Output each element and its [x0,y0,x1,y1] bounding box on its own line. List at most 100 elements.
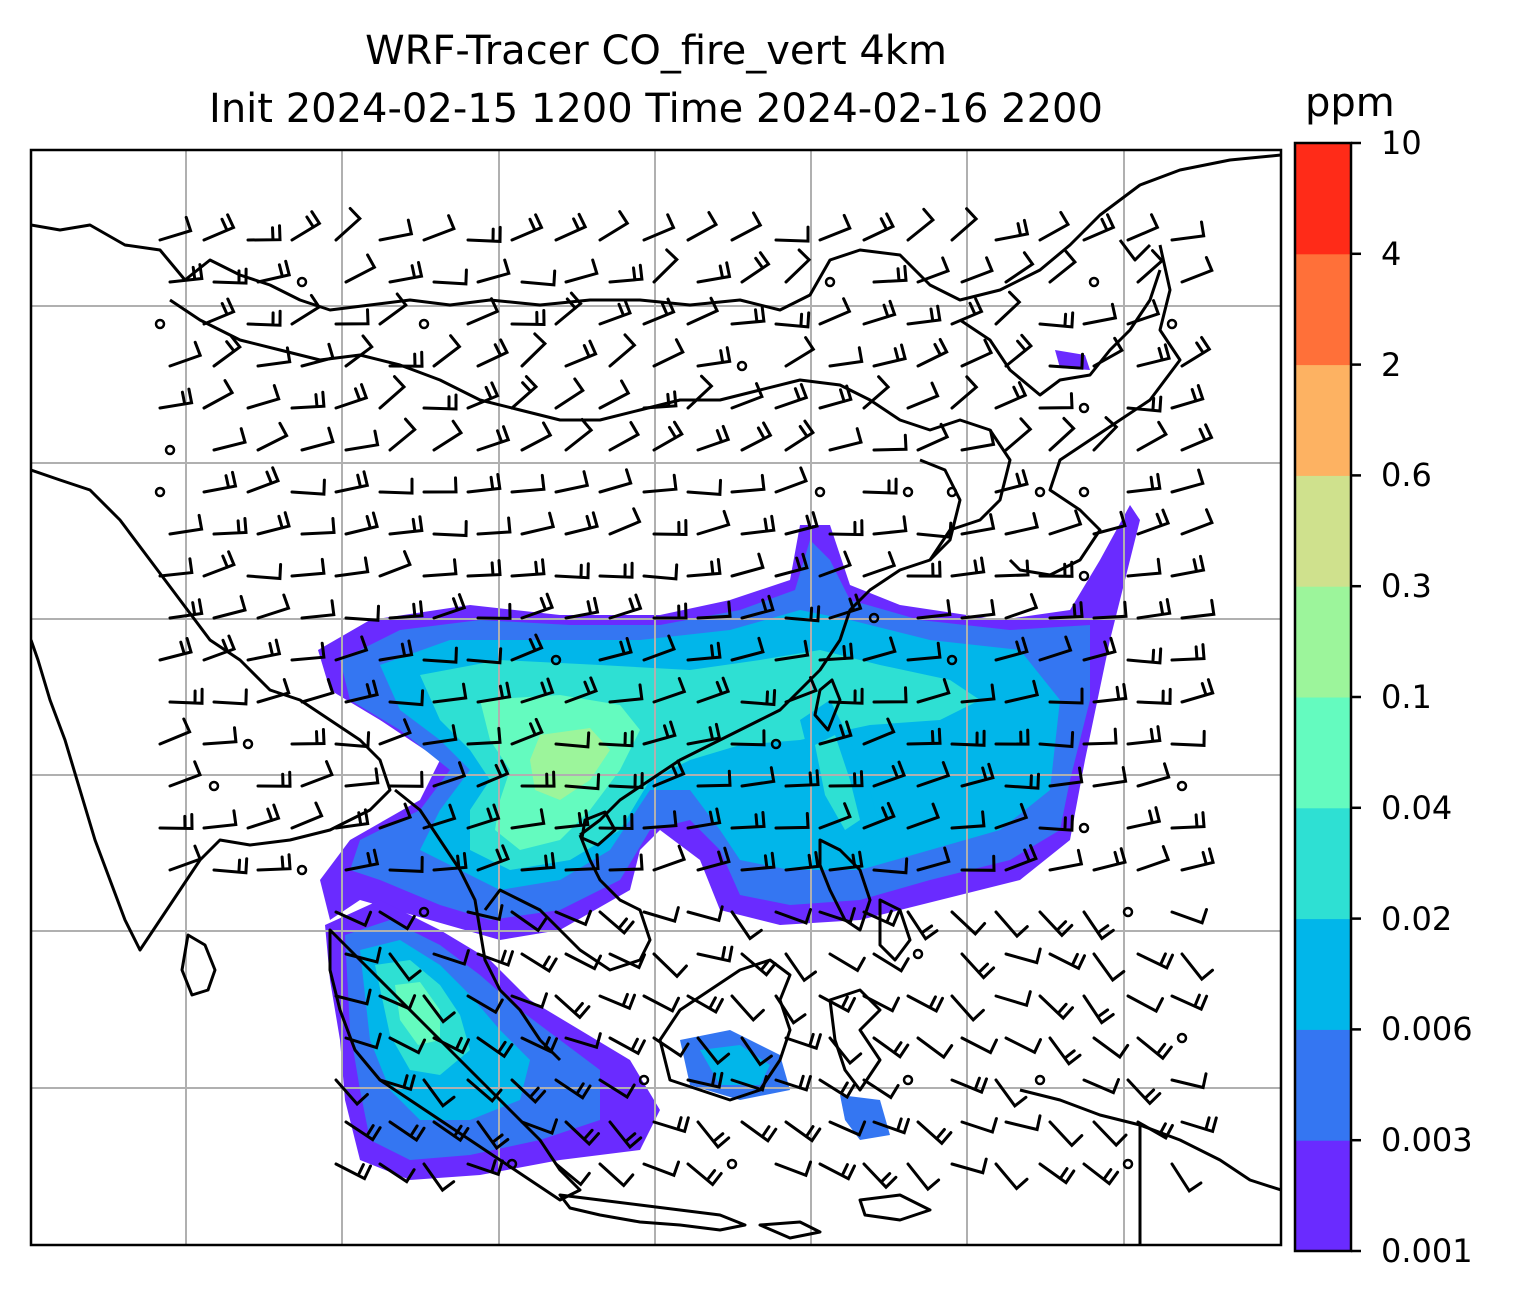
wind-barb [994,469,1029,494]
map-gridlines [31,150,1281,1245]
wind-barb [950,1076,988,1095]
wind-barb [608,333,637,368]
wind-barb [334,470,370,494]
wind-barb [256,853,292,872]
wind-barb [1048,352,1084,370]
wind-barb [334,910,373,928]
wind-barb [818,994,856,1014]
wind-barb [202,550,236,578]
wind-barb [520,269,557,287]
wind-barb [432,761,467,788]
wind-barb [476,844,510,872]
wind-barb [696,1120,731,1150]
colorbar-bin-0.02-0.04 [1295,807,1351,920]
wind-barb [598,561,634,579]
wind-barb [994,381,1028,410]
wind-barb [740,251,771,284]
coastline-java [558,1193,747,1232]
wind-barb [344,429,380,452]
coastline-india [31,468,392,952]
calm-wind-marker [946,654,958,666]
wind-barb [686,1071,724,1089]
wind-barb [432,419,464,452]
plume-level-0.1 [530,728,610,800]
wind-barb [916,846,951,872]
wind-barb [256,421,289,452]
wind-barb [828,770,864,788]
wind-barb [510,1078,547,1105]
wind-barb [334,308,370,326]
calm-wind-marker [506,1158,518,1170]
wind-barb [818,297,852,326]
wind-barb [256,259,292,284]
wind-barb [256,346,292,368]
calm-wind-marker [868,612,880,624]
calm-wind-marker [1078,570,1090,582]
wind-barb [1180,256,1214,284]
wind-barb [784,1032,822,1051]
wind-barb [466,297,500,326]
wind-barb [686,905,724,923]
colorbar-bin-2-4 [1295,253,1351,366]
wind-barbs [154,207,1218,1194]
wind-barb [652,1116,690,1134]
wind-barb [564,1032,602,1050]
colorbar-unit: ppm [1305,80,1395,126]
colorbar-bin-0.1-0.3 [1295,586,1351,698]
wind-barb [466,1078,503,1104]
calm-wind-marker [418,906,430,918]
wind-barb [828,687,864,705]
wind-barb [598,1162,635,1188]
wind-barb [862,477,898,495]
wind-barb [872,952,910,973]
wind-barb [212,427,247,452]
wind-barb [168,340,203,368]
wind-barb [466,726,502,746]
wind-barb [642,563,679,581]
colorbar-bin-0.3-0.6 [1295,475,1351,587]
wind-barb [422,214,456,242]
wind-barb [432,852,468,872]
wind-barb [246,563,283,581]
wind-barb [784,676,818,704]
wind-barb [872,343,907,368]
wind-barb [344,848,380,872]
wind-barb [906,381,940,410]
wind-barb [378,292,408,326]
wind-barb [1126,395,1163,413]
wind-barb [202,634,237,662]
wind-barb [256,511,291,536]
wind-barb [422,1162,456,1193]
wind-barb [466,473,502,494]
wind-barb [212,267,248,285]
wind-barb [564,596,600,620]
wind-barb [246,309,282,327]
wind-barb [818,642,854,662]
wind-barb [740,952,777,977]
wind-barb [730,305,766,326]
wind-barb [564,676,598,704]
wind-barb [960,854,996,872]
wind-barb [872,433,908,452]
wind-barb [608,507,642,536]
wind-barb [432,1120,470,1143]
colorbar-tick-label: 0.6 [1381,456,1432,495]
wind-barb [906,207,936,242]
wind-barb [520,1118,558,1136]
wind-barb [818,720,853,746]
wind-barb [828,1120,867,1137]
wind-barb [1136,845,1171,872]
wind-barb [994,990,1032,1008]
wind-barb [1004,333,1034,368]
wind-barb [422,803,457,830]
colorbar-tick-label: 0.3 [1381,567,1432,606]
wind-barb [784,419,816,452]
calm-wind-marker [726,1158,738,1170]
calm-wind-marker [1166,318,1178,330]
wind-barb [862,801,896,830]
wind-barb [652,420,684,452]
wind-barb [774,639,810,662]
wind-barb [642,213,676,242]
colorbar-tick-label: 0.04 [1381,788,1453,827]
wind-barb [554,809,590,830]
